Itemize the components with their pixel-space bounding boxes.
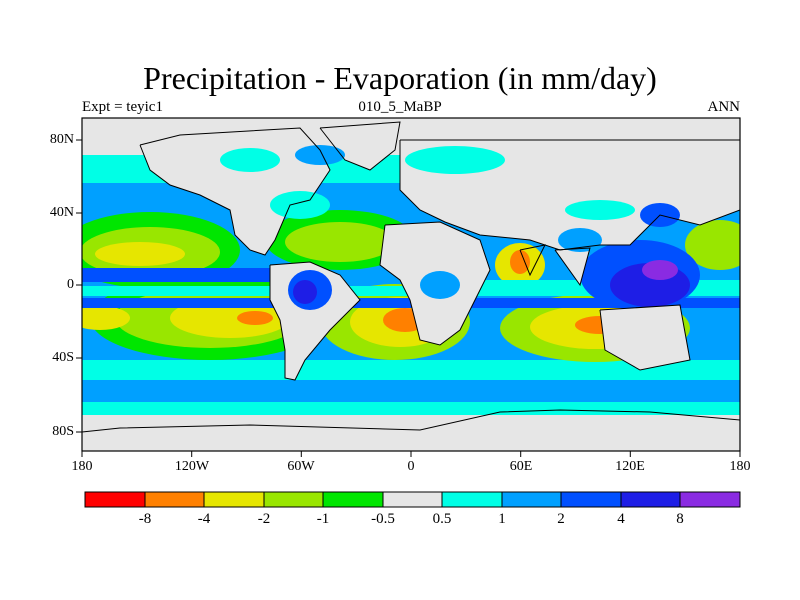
map-title: Precipitation - Evaporation (in mm/day) [143,60,657,96]
colorbar-label-5: -0.5 [371,511,395,527]
colorbar-label-8: 2 [557,511,565,527]
experiment-label: Expt = teyic1 [82,99,163,115]
lat-label-40n: 40N [49,205,74,220]
lat-label-80s: 80S [52,424,74,439]
lon-label-60e: 60E [509,459,533,474]
lon-label-120e: 120E [615,459,645,474]
colorbar-label-3: -2 [257,511,271,527]
lon-label-180-left: 180 [71,459,93,474]
colorbar-box-8 [502,492,561,507]
colorbar-label-2: -4 [197,511,211,527]
colorbar-box-1 [85,492,145,507]
colorbar-box-3 [204,492,264,507]
season-label: ANN [707,99,741,115]
lat-label-40s: 40S [52,350,74,365]
colorbar-box-7 [442,492,502,507]
colorbar-box-11 [680,492,740,507]
colorbar-box-5 [323,492,383,507]
colorbar-label-6: 0.5 [432,511,452,527]
colorbar-box-4 [264,492,323,507]
lon-label-0: 0 [407,459,415,474]
colorbar-box-9 [561,492,621,507]
lat-label-80n: 80N [49,132,74,147]
colorbar-box-10 [621,492,680,507]
lon-label-180-right: 180 [729,459,751,474]
colorbar-label-9: 4 [617,511,625,527]
precip-minus-evap-field [82,118,740,451]
colorbar-label-4: -1 [316,511,330,527]
axis-ticks [76,139,741,457]
colorbar-label-10: 8 [676,511,684,527]
colorbar-label-7: 1 [498,511,506,527]
colorbar-box-2 [145,492,204,507]
colorbar [84,491,741,508]
lon-label-60w: 60W [287,459,315,474]
lat-label-0: 0 [67,277,74,292]
colorbar-label-1: -8 [138,511,152,527]
period-label: 010_5_MaBP [358,99,442,115]
colorbar-box-6 [383,492,442,507]
lon-label-120w: 120W [174,459,210,474]
